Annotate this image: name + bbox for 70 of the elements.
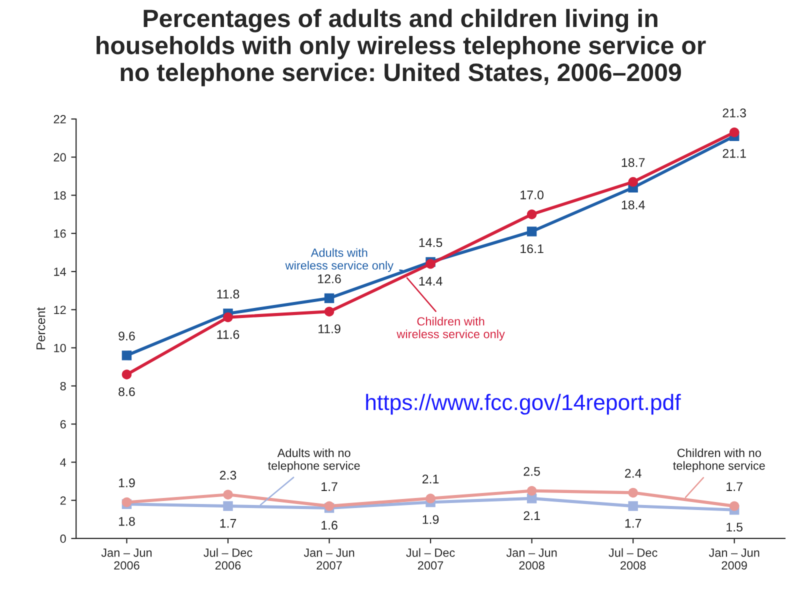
y-tick-label: 4 (60, 458, 66, 466)
annotation: https://www.fcc.gov/14report.pdf (366, 394, 681, 415)
data-label: 18.7 (622, 158, 645, 167)
point (324, 306, 334, 316)
data-label: 1.9 (118, 478, 135, 488)
y-tick-label: 20 (54, 153, 66, 162)
data-label: 2.4 (625, 468, 642, 478)
x-tick-label: Jan – Jun 2006 (101, 548, 152, 570)
text: Adults with no telephone service (268, 448, 360, 472)
point (223, 490, 233, 500)
data-label: 14.4 (419, 276, 442, 286)
data-label: 17.0 (520, 190, 544, 200)
data-label: 11.6 (217, 330, 240, 339)
chart-title: Percentages of adults and children living in households with only wireless telephone service or no telephone service: United States, 2006–2009 (96, 8, 706, 86)
data-label: 2.1 (524, 511, 540, 520)
point (426, 494, 436, 504)
point (526, 209, 537, 220)
y-tick-label: 14 (54, 268, 66, 276)
data-label: 2.5 (524, 466, 540, 476)
x-tick-label: Jul – Dec 2006 (204, 548, 252, 570)
data-label: 1.9 (422, 515, 439, 524)
y-tick-label: 6 (60, 420, 66, 428)
text: Children with no telephone service (673, 448, 765, 472)
point (122, 350, 132, 360)
data-label: 1.5 (726, 522, 743, 532)
data-label: 1.7 (726, 482, 742, 491)
text: Children with wireless service only (396, 316, 505, 341)
y-tick-label: 18 (54, 191, 66, 200)
x-tick-label: Jan – Jun 2007 (304, 548, 354, 570)
point (223, 312, 233, 322)
data-label: 11.9 (318, 324, 340, 334)
data-label: 2.3 (220, 470, 236, 480)
data-label: 1.7 (625, 519, 642, 528)
data-label: 21.1 (722, 148, 746, 158)
data-label: 21.3 (722, 108, 746, 118)
data-label: 1.7 (220, 519, 236, 528)
data-label: 18.4 (622, 200, 645, 210)
point (122, 370, 132, 380)
data-label: 1.8 (118, 516, 135, 526)
series-label: Adults with wireless service only (285, 248, 394, 272)
data-label: 2.1 (422, 474, 439, 484)
x-tick-label: Jan – Jun 2008 (506, 548, 557, 570)
y-axis-title: Percent (36, 307, 46, 350)
y-tick-label: 8 (60, 382, 66, 390)
data-label: 11.8 (217, 290, 240, 299)
x-tick-label: Jul – Dec 2008 (608, 548, 658, 570)
point (729, 127, 740, 138)
data-label: 8.6 (118, 387, 135, 396)
y-tick-label: 16 (54, 229, 66, 238)
y-tick-label: 22 (54, 115, 66, 124)
data-label: 12.6 (318, 274, 341, 284)
data-label: 1.6 (322, 520, 338, 530)
data-label: 14.5 (419, 238, 442, 248)
x-tick-label: Jan – Jun 2009 (708, 548, 760, 570)
point (628, 488, 638, 498)
y-tick-label: 12 (54, 306, 66, 314)
point (628, 501, 638, 511)
point (628, 177, 638, 187)
y-tick-label: 0 (60, 534, 66, 543)
point (729, 501, 740, 511)
point (526, 226, 537, 236)
point (324, 293, 334, 304)
point (223, 501, 233, 511)
point (526, 486, 537, 496)
x-tick-label: Jul – Dec 2007 (406, 548, 455, 570)
y-tick-label: 10 (54, 344, 66, 352)
data-label: 1.7 (322, 482, 338, 491)
data-label: 16.1 (520, 244, 544, 254)
y-tick-label: 2 (60, 496, 66, 505)
data-label: 9.6 (118, 332, 135, 340)
